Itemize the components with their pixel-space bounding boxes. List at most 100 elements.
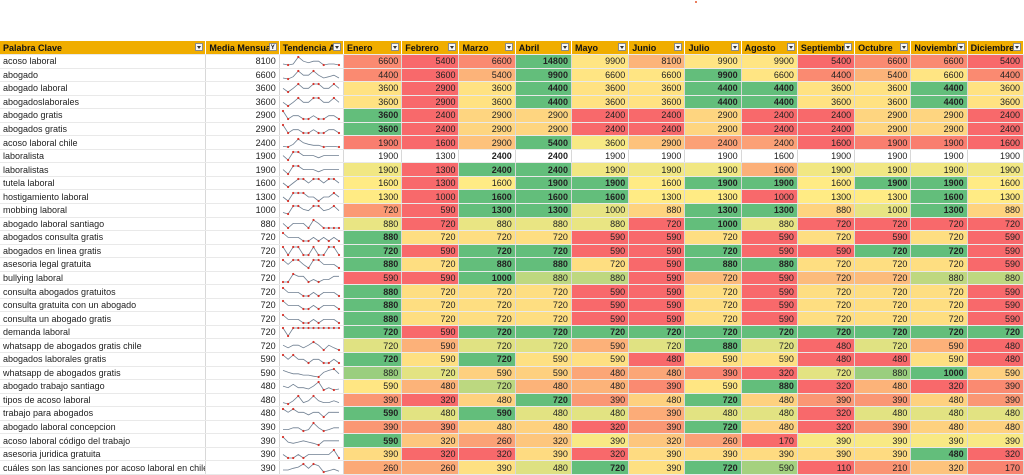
month-value-cell[interactable]: 1600 <box>628 176 686 191</box>
month-value-cell[interactable]: 480 <box>628 366 686 381</box>
month-value-cell[interactable]: 1900 <box>684 176 742 191</box>
column-header[interactable]: Marzo <box>458 41 516 55</box>
month-value-cell[interactable]: 590 <box>571 284 630 299</box>
month-value-cell[interactable]: 480 <box>515 420 572 435</box>
keyword-cell[interactable]: tipos de acoso laboral <box>0 393 207 408</box>
month-value-cell[interactable]: 480 <box>967 338 1024 354</box>
column-header[interactable]: Diciembre <box>967 41 1024 55</box>
month-value-cell[interactable]: 320 <box>967 447 1024 462</box>
month-value-cell[interactable]: 260 <box>343 460 403 475</box>
month-value-cell[interactable]: 720 <box>515 230 572 245</box>
average-cell[interactable]: 480 <box>205 406 280 421</box>
month-value-cell[interactable]: 390 <box>684 447 742 462</box>
month-value-cell[interactable]: 720 <box>854 217 912 232</box>
trend-sparkline-cell[interactable] <box>279 162 344 177</box>
column-header[interactable]: Julio <box>684 41 742 55</box>
month-value-cell[interactable]: 590 <box>967 311 1024 326</box>
month-value-cell[interactable]: 480 <box>628 352 686 367</box>
month-value-cell[interactable]: 720 <box>515 284 572 299</box>
month-value-cell[interactable]: 720 <box>458 244 516 259</box>
trend-sparkline-cell[interactable] <box>279 393 344 408</box>
average-cell[interactable]: 1900 <box>205 149 280 164</box>
month-value-cell[interactable]: 720 <box>741 338 798 354</box>
month-value-cell[interactable]: 390 <box>797 393 856 408</box>
month-value-cell[interactable]: 1900 <box>684 149 742 164</box>
month-value-cell[interactable]: 720 <box>854 298 912 313</box>
month-value-cell[interactable]: 1900 <box>628 149 686 164</box>
average-cell[interactable]: 720 <box>205 284 280 299</box>
month-value-cell[interactable]: 6600 <box>741 68 798 83</box>
month-value-cell[interactable]: 390 <box>967 379 1024 394</box>
average-cell[interactable]: 720 <box>205 311 280 326</box>
month-value-cell[interactable]: 2900 <box>458 135 516 150</box>
trend-sparkline-cell[interactable] <box>279 352 344 367</box>
month-value-cell[interactable]: 260 <box>458 433 516 448</box>
month-value-cell[interactable]: 720 <box>628 217 686 232</box>
month-value-cell[interactable]: 590 <box>515 352 572 367</box>
month-value-cell[interactable]: 390 <box>628 406 686 421</box>
month-value-cell[interactable]: 720 <box>401 217 460 232</box>
trend-sparkline-cell[interactable] <box>279 203 344 218</box>
month-value-cell[interactable]: 720 <box>910 217 968 232</box>
month-value-cell[interactable]: 720 <box>910 257 968 272</box>
month-value-cell[interactable]: 720 <box>515 325 572 340</box>
trend-sparkline-cell[interactable] <box>279 406 344 421</box>
month-value-cell[interactable]: 9900 <box>741 54 798 69</box>
month-value-cell[interactable]: 1600 <box>458 189 516 204</box>
month-value-cell[interactable]: 590 <box>458 366 516 381</box>
month-value-cell[interactable]: 720 <box>458 284 516 299</box>
trend-sparkline-cell[interactable] <box>279 68 344 83</box>
month-value-cell[interactable]: 1900 <box>967 149 1024 164</box>
month-value-cell[interactable]: 1900 <box>741 176 798 191</box>
month-value-cell[interactable]: 590 <box>515 366 572 381</box>
average-cell[interactable]: 720 <box>205 257 280 272</box>
month-value-cell[interactable]: 320 <box>401 393 460 408</box>
keyword-cell[interactable]: laboralista <box>0 149 207 164</box>
keyword-cell[interactable]: tutela laboral <box>0 176 207 191</box>
trend-sparkline-cell[interactable] <box>279 95 344 110</box>
trend-sparkline-cell[interactable] <box>279 176 344 191</box>
month-value-cell[interactable]: 2400 <box>515 149 572 164</box>
month-value-cell[interactable]: 1300 <box>343 189 403 204</box>
month-value-cell[interactable]: 1900 <box>684 162 742 177</box>
month-value-cell[interactable]: 720 <box>401 298 460 313</box>
month-value-cell[interactable]: 720 <box>854 244 912 259</box>
month-value-cell[interactable]: 6600 <box>628 68 686 83</box>
average-cell[interactable]: 720 <box>205 298 280 313</box>
month-value-cell[interactable]: 2900 <box>628 135 686 150</box>
month-value-cell[interactable]: 4400 <box>515 81 572 96</box>
month-value-cell[interactable]: 1900 <box>854 135 912 150</box>
trend-sparkline-cell[interactable] <box>279 433 344 448</box>
month-value-cell[interactable]: 320 <box>797 406 856 421</box>
month-value-cell[interactable]: 590 <box>571 230 630 245</box>
month-value-cell[interactable]: 880 <box>343 366 403 381</box>
month-value-cell[interactable]: 720 <box>684 393 742 408</box>
month-value-cell[interactable]: 1300 <box>628 189 686 204</box>
month-value-cell[interactable]: 390 <box>343 393 403 408</box>
month-value-cell[interactable]: 720 <box>797 271 856 286</box>
month-value-cell[interactable]: 720 <box>571 257 630 272</box>
month-value-cell[interactable]: 260 <box>684 433 742 448</box>
month-value-cell[interactable]: 720 <box>797 217 856 232</box>
month-value-cell[interactable]: 590 <box>967 366 1024 381</box>
month-value-cell[interactable]: 590 <box>628 298 686 313</box>
keyword-cell[interactable]: consulta un abogado gratis <box>0 311 207 326</box>
month-value-cell[interactable]: 1300 <box>910 203 968 218</box>
month-value-cell[interactable]: 1000 <box>571 203 630 218</box>
dropdown-arrow-icon[interactable] <box>956 43 965 51</box>
month-value-cell[interactable]: 1600 <box>571 189 630 204</box>
month-value-cell[interactable]: 880 <box>515 217 572 232</box>
month-value-cell[interactable]: 480 <box>571 406 630 421</box>
average-cell[interactable]: 390 <box>205 460 280 475</box>
dropdown-arrow-icon[interactable] <box>195 43 204 51</box>
month-value-cell[interactable]: 720 <box>458 338 516 354</box>
month-value-cell[interactable]: 4400 <box>910 95 968 110</box>
month-value-cell[interactable]: 720 <box>458 352 516 367</box>
month-value-cell[interactable]: 1600 <box>797 176 856 191</box>
month-value-cell[interactable]: 590 <box>571 338 630 354</box>
month-value-cell[interactable]: 480 <box>741 393 798 408</box>
month-value-cell[interactable]: 590 <box>401 338 460 354</box>
month-value-cell[interactable]: 880 <box>515 257 572 272</box>
dropdown-arrow-icon[interactable] <box>618 43 627 51</box>
month-value-cell[interactable]: 1600 <box>741 149 798 164</box>
